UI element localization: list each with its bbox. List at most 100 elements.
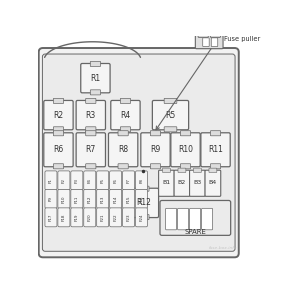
Text: F9: F9 xyxy=(49,196,53,201)
Text: fuse-box.info: fuse-box.info xyxy=(208,246,237,250)
FancyBboxPatch shape xyxy=(45,189,57,208)
FancyBboxPatch shape xyxy=(141,133,170,167)
FancyBboxPatch shape xyxy=(86,98,96,104)
Text: F13: F13 xyxy=(101,195,105,202)
Text: R11: R11 xyxy=(208,145,223,154)
FancyBboxPatch shape xyxy=(164,98,177,104)
Text: F17: F17 xyxy=(49,214,53,221)
FancyBboxPatch shape xyxy=(84,171,96,190)
Text: F16: F16 xyxy=(140,195,143,202)
Text: B2: B2 xyxy=(178,179,186,184)
FancyBboxPatch shape xyxy=(53,131,64,136)
Text: F7: F7 xyxy=(127,178,130,183)
FancyBboxPatch shape xyxy=(120,98,130,104)
FancyBboxPatch shape xyxy=(71,208,83,227)
Text: R4: R4 xyxy=(120,111,130,120)
FancyBboxPatch shape xyxy=(118,164,128,169)
FancyBboxPatch shape xyxy=(150,164,161,169)
FancyBboxPatch shape xyxy=(110,208,122,227)
FancyBboxPatch shape xyxy=(202,208,213,230)
Text: F14: F14 xyxy=(114,195,118,203)
FancyBboxPatch shape xyxy=(118,131,128,136)
FancyBboxPatch shape xyxy=(136,208,148,227)
Text: B4: B4 xyxy=(209,179,217,184)
Text: R7: R7 xyxy=(86,145,96,154)
Text: R9: R9 xyxy=(150,145,161,154)
FancyBboxPatch shape xyxy=(178,208,189,230)
FancyBboxPatch shape xyxy=(84,208,96,227)
FancyBboxPatch shape xyxy=(178,168,186,172)
Text: F11: F11 xyxy=(75,195,79,203)
Text: R6: R6 xyxy=(53,145,64,154)
FancyBboxPatch shape xyxy=(129,188,159,218)
FancyBboxPatch shape xyxy=(210,131,221,136)
FancyBboxPatch shape xyxy=(44,100,73,130)
FancyBboxPatch shape xyxy=(84,189,96,208)
FancyBboxPatch shape xyxy=(58,171,70,190)
FancyBboxPatch shape xyxy=(201,133,230,167)
Text: R8: R8 xyxy=(118,145,128,154)
FancyBboxPatch shape xyxy=(53,164,64,169)
FancyBboxPatch shape xyxy=(180,164,190,169)
FancyBboxPatch shape xyxy=(97,189,109,208)
FancyBboxPatch shape xyxy=(190,170,205,196)
FancyBboxPatch shape xyxy=(205,170,221,196)
FancyBboxPatch shape xyxy=(171,133,200,167)
FancyBboxPatch shape xyxy=(58,208,70,227)
FancyBboxPatch shape xyxy=(97,208,109,227)
Text: F1: F1 xyxy=(49,178,53,183)
FancyBboxPatch shape xyxy=(194,168,201,172)
Text: B3: B3 xyxy=(193,179,202,184)
Text: F15: F15 xyxy=(127,195,130,202)
FancyBboxPatch shape xyxy=(164,127,177,132)
Text: R5: R5 xyxy=(165,111,176,120)
FancyBboxPatch shape xyxy=(139,186,149,191)
Text: Fuse puller: Fuse puller xyxy=(224,36,260,42)
FancyBboxPatch shape xyxy=(180,131,190,136)
FancyBboxPatch shape xyxy=(53,98,64,104)
Text: F10: F10 xyxy=(62,195,66,202)
Text: SPARE: SPARE xyxy=(184,229,206,235)
FancyBboxPatch shape xyxy=(53,127,64,132)
FancyBboxPatch shape xyxy=(45,171,57,190)
FancyBboxPatch shape xyxy=(123,171,135,190)
FancyBboxPatch shape xyxy=(39,48,239,257)
FancyBboxPatch shape xyxy=(71,189,83,208)
FancyBboxPatch shape xyxy=(86,164,96,169)
FancyBboxPatch shape xyxy=(123,189,135,208)
FancyBboxPatch shape xyxy=(203,38,209,46)
Text: B1: B1 xyxy=(162,179,170,184)
Text: R12: R12 xyxy=(136,198,152,207)
Text: F6: F6 xyxy=(114,178,118,183)
FancyBboxPatch shape xyxy=(90,61,100,67)
FancyBboxPatch shape xyxy=(210,164,221,169)
Text: R10: R10 xyxy=(178,145,193,154)
FancyBboxPatch shape xyxy=(110,171,122,190)
FancyBboxPatch shape xyxy=(86,127,96,132)
Text: F12: F12 xyxy=(88,195,92,202)
Text: F23: F23 xyxy=(127,214,130,221)
FancyBboxPatch shape xyxy=(174,170,190,196)
Text: R2: R2 xyxy=(53,111,64,120)
FancyBboxPatch shape xyxy=(86,131,96,136)
FancyBboxPatch shape xyxy=(90,90,100,95)
FancyBboxPatch shape xyxy=(44,133,73,167)
Text: F24: F24 xyxy=(140,214,143,221)
FancyBboxPatch shape xyxy=(136,189,148,208)
FancyBboxPatch shape xyxy=(109,133,138,167)
FancyBboxPatch shape xyxy=(76,100,106,130)
FancyBboxPatch shape xyxy=(97,171,109,190)
FancyBboxPatch shape xyxy=(139,214,149,220)
FancyBboxPatch shape xyxy=(209,168,217,172)
FancyBboxPatch shape xyxy=(42,54,235,251)
Text: F4: F4 xyxy=(88,178,92,183)
Text: F3: F3 xyxy=(75,178,79,183)
FancyBboxPatch shape xyxy=(160,200,231,236)
Text: R1: R1 xyxy=(90,74,100,83)
FancyBboxPatch shape xyxy=(166,208,177,230)
FancyBboxPatch shape xyxy=(195,35,223,49)
FancyBboxPatch shape xyxy=(163,168,170,172)
Text: F20: F20 xyxy=(88,214,92,221)
FancyBboxPatch shape xyxy=(76,133,106,167)
Text: F22: F22 xyxy=(114,214,118,221)
